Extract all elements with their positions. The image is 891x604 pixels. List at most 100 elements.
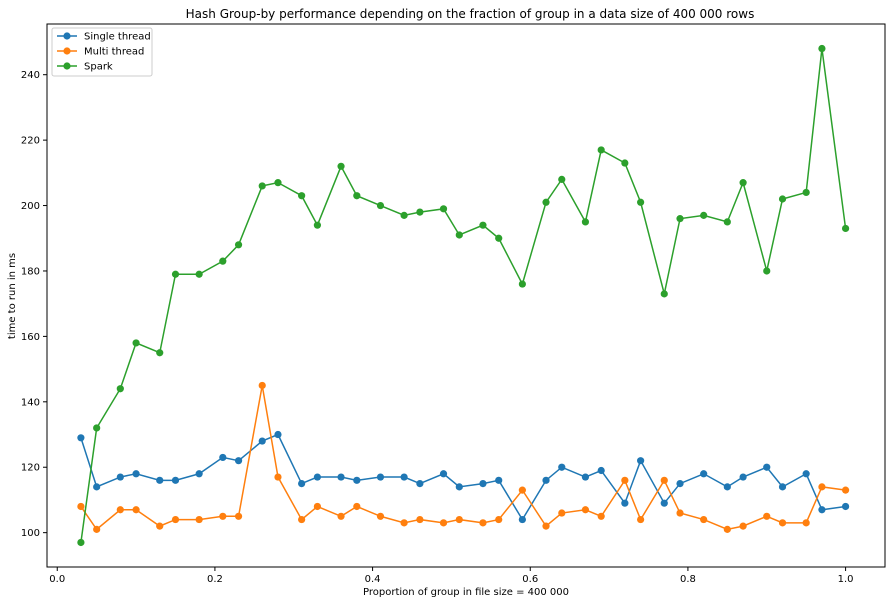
x-tick-label: 1.0: [838, 574, 854, 585]
data-point: [739, 473, 747, 481]
x-tick-label: 0.4: [365, 574, 381, 585]
data-point: [77, 434, 85, 442]
data-point: [778, 483, 787, 491]
y-tick-label: 140: [21, 397, 40, 408]
y-tick-label: 220: [21, 136, 40, 147]
data-point: [313, 502, 321, 511]
y-axis: 100 120 140 160 180 200 220 240: [21, 70, 47, 539]
data-point: [337, 512, 345, 520]
data-point: [439, 205, 448, 213]
plot-area: [77, 44, 850, 547]
data-point: [156, 476, 164, 484]
data-point: [841, 502, 850, 511]
data-point: [195, 515, 203, 524]
data-point: [455, 231, 463, 239]
data-point: [739, 179, 747, 187]
data-point: [479, 519, 487, 527]
data-point: [518, 515, 526, 524]
legend-marker: [63, 32, 71, 40]
data-point: [116, 506, 124, 514]
data-point: [700, 515, 708, 524]
data-point: [416, 208, 424, 216]
data-point: [542, 522, 550, 530]
data-point: [581, 218, 590, 226]
data-point: [818, 506, 826, 514]
data-point: [558, 509, 566, 517]
data-point: [455, 483, 463, 491]
data-point: [542, 198, 550, 206]
data-point: [597, 146, 605, 154]
data-point: [195, 470, 203, 478]
x-axis: 0.0 0.2 0.4 0.6 0.8 1.0: [49, 567, 854, 585]
data-point: [802, 470, 810, 478]
data-point: [802, 188, 810, 197]
data-point: [621, 476, 629, 484]
legend-label: Spark: [84, 62, 113, 73]
data-point: [581, 473, 590, 481]
y-tick-label: 160: [21, 332, 40, 343]
data-point: [597, 512, 605, 520]
data-point: [841, 224, 850, 233]
data-point: [763, 267, 771, 275]
data-point: [156, 522, 164, 530]
data-point: [353, 192, 361, 200]
data-point: [416, 515, 424, 524]
data-point: [802, 519, 810, 527]
legend-label: Multi thread: [84, 47, 144, 58]
y-axis-label: time to run in ms: [7, 253, 18, 339]
data-point: [518, 280, 526, 288]
data-point: [637, 198, 645, 206]
data-point: [132, 506, 140, 514]
data-point: [597, 466, 605, 475]
series-line: [80, 385, 846, 531]
data-point: [400, 473, 408, 481]
series-spark: [77, 44, 850, 547]
data-point: [376, 473, 385, 481]
data-point: [156, 349, 164, 357]
data-point: [274, 473, 282, 481]
data-point: [171, 270, 180, 278]
chart-title: Hash Group-by performance depending on t…: [186, 7, 755, 21]
data-point: [542, 476, 550, 484]
x-axis-label: Proportion of group in file size = 400 0…: [363, 587, 569, 598]
data-point: [637, 515, 645, 524]
legend: Single thread Multi thread Spark: [51, 27, 153, 77]
data-point: [660, 290, 668, 298]
data-point: [700, 211, 708, 219]
data-point: [353, 502, 361, 511]
data-point: [763, 512, 771, 520]
data-point: [818, 483, 826, 491]
data-point: [723, 525, 731, 533]
data-point: [495, 234, 503, 242]
y-tick-label: 240: [21, 70, 40, 81]
data-point: [439, 519, 448, 527]
data-point: [723, 218, 731, 226]
data-point: [558, 463, 566, 471]
data-point: [93, 483, 101, 491]
series-line: [80, 48, 847, 543]
data-point: [763, 463, 771, 471]
series-multi-thread: [77, 381, 850, 533]
data-point: [337, 473, 345, 481]
data-point: [400, 519, 408, 527]
data-point: [558, 175, 566, 183]
data-point: [818, 44, 826, 53]
data-point: [116, 473, 124, 481]
data-point: [660, 476, 668, 484]
x-tick-label: 0.0: [49, 574, 65, 585]
data-point: [439, 470, 448, 478]
data-point: [353, 476, 361, 484]
x-tick-label: 0.8: [680, 574, 696, 585]
data-point: [77, 538, 85, 547]
data-point: [219, 257, 227, 265]
data-point: [621, 499, 629, 507]
data-point: [219, 453, 227, 462]
data-point: [495, 476, 503, 484]
data-point: [93, 424, 101, 432]
legend-box: [51, 27, 153, 77]
data-point: [274, 179, 282, 187]
data-point: [518, 486, 526, 494]
data-point: [676, 479, 684, 488]
data-point: [676, 509, 684, 517]
legend-marker: [63, 47, 71, 55]
